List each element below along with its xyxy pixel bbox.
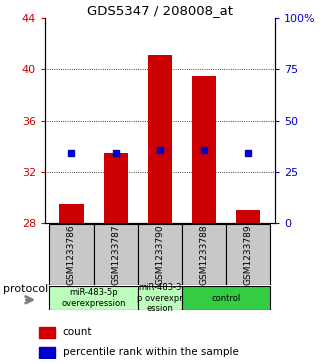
FancyBboxPatch shape xyxy=(226,224,270,285)
Title: GDS5347 / 208008_at: GDS5347 / 208008_at xyxy=(87,4,233,17)
Text: control: control xyxy=(211,294,241,302)
FancyBboxPatch shape xyxy=(182,224,226,285)
FancyBboxPatch shape xyxy=(94,224,138,285)
Text: GSM1233790: GSM1233790 xyxy=(155,224,165,285)
Bar xyxy=(59,204,84,223)
FancyBboxPatch shape xyxy=(182,286,270,310)
Text: GSM1233787: GSM1233787 xyxy=(111,224,120,285)
Text: count: count xyxy=(63,327,92,337)
Text: percentile rank within the sample: percentile rank within the sample xyxy=(63,347,238,357)
Bar xyxy=(148,55,172,223)
Bar xyxy=(192,76,216,223)
Text: miR-483-3
p overexpr
ession: miR-483-3 p overexpr ession xyxy=(137,283,183,313)
Bar xyxy=(39,347,55,358)
Text: GSM1233786: GSM1233786 xyxy=(67,224,76,285)
Text: protocol: protocol xyxy=(3,284,49,294)
FancyBboxPatch shape xyxy=(138,224,182,285)
Text: GSM1233789: GSM1233789 xyxy=(244,224,253,285)
FancyBboxPatch shape xyxy=(49,286,138,310)
Bar xyxy=(104,153,128,223)
Text: miR-483-5p
overexpression: miR-483-5p overexpression xyxy=(61,288,126,308)
Text: GSM1233788: GSM1233788 xyxy=(199,224,208,285)
Bar xyxy=(236,211,260,223)
Bar xyxy=(39,327,55,338)
FancyBboxPatch shape xyxy=(138,286,182,310)
FancyBboxPatch shape xyxy=(49,224,94,285)
